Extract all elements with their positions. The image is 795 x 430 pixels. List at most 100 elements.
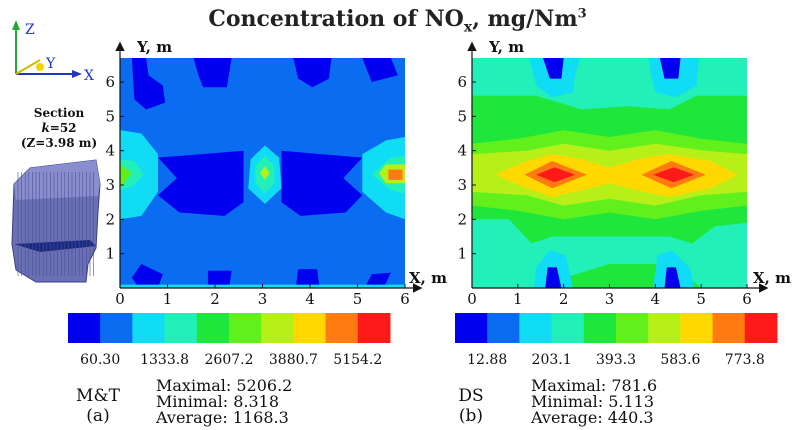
colorbar-cell [680, 313, 714, 343]
colorbar-cell [487, 313, 520, 343]
colorbar-label: 2607.2 [205, 352, 254, 368]
x-tick-label: 6 [742, 290, 752, 308]
colorbar-cell [455, 313, 488, 343]
panel-a-colorbar: 60.30 1333.8 2607.2 3880.7 5154.2 [68, 313, 391, 368]
contour-region [362, 58, 398, 82]
panel-b-contours [472, 58, 747, 288]
panel-a-letter: (a) [86, 406, 110, 426]
section-caption: Section k=52 (Z=3.98 m) [16, 106, 102, 151]
contour-region [120, 159, 144, 191]
panel-b-ticks: 0 1 2 3 4 5 6 1 2 3 4 5 6 [457, 73, 751, 308]
x-tick-label: 1 [163, 290, 173, 308]
figure-title: Concentration of NOx, mg/Nm3 [208, 6, 587, 36]
panel-a-average: Average: 1168.3 [156, 408, 289, 427]
y-axis-arrow [15, 59, 41, 75]
contour-region [193, 58, 232, 88]
z-arrowhead-icon [12, 20, 20, 30]
colorbar-cell [68, 313, 101, 343]
x-axis-label: X [84, 68, 94, 84]
colorbar-label: 203.1 [532, 352, 572, 368]
x-tick-label: 1 [513, 290, 523, 308]
x-tick-label: 0 [467, 290, 477, 308]
panel-b-stats: Maximal: 781.6 Minimal: 5.113 Average: 4… [531, 378, 657, 426]
section-height: (Z=3.98 m) [20, 136, 98, 150]
colorbar-cell [100, 313, 133, 343]
section-index: k=52 [41, 121, 77, 135]
y-tick-label: 5 [105, 107, 115, 125]
colorbar-cell [648, 313, 681, 343]
contour-region [364, 272, 391, 288]
contour-region [545, 267, 562, 288]
panel-b-colorbar: 12.88 203.1 393.3 583.6 773.8 [455, 313, 778, 368]
colorbar-label: 1333.8 [140, 352, 189, 368]
colorbar-cell [196, 313, 230, 343]
colorbar-cell [132, 313, 166, 343]
contour-region [295, 269, 320, 288]
colorbar-label: 3880.7 [269, 352, 318, 368]
colorbar-label: 393.3 [596, 352, 636, 368]
panel-b-heatmap: Y, m X, m 0 1 2 3 4 5 6 1 2 3 4 5 6 [457, 38, 791, 308]
panel-a-heatmap: Y, m X, m 0 1 2 3 4 5 6 1 2 3 4 5 6 [105, 38, 447, 308]
y-tick-label: 1 [105, 245, 115, 263]
colorbar-cell [293, 313, 327, 343]
colorbar-cell [583, 313, 617, 343]
furnace-top-face [14, 160, 100, 200]
contour-region [131, 264, 163, 288]
y-tick-label: 3 [457, 176, 467, 194]
colorbar-label: 60.30 [80, 352, 120, 368]
colorbar-cell [229, 313, 262, 343]
colorbar-cell [164, 313, 198, 343]
panel-a-maximal: Maximal: 5206.2 [156, 376, 293, 395]
contour-region [653, 167, 695, 183]
panel-a-xlabel: X, m [409, 269, 447, 287]
contour-region [158, 150, 244, 216]
panel-a-identifier: M&T (a) [68, 386, 128, 426]
colorbar-cell [519, 313, 553, 343]
colorbar-cell [616, 313, 649, 343]
furnace-section-illustration [11, 159, 101, 283]
contour-region [664, 267, 681, 288]
y-tick-label: 6 [105, 73, 115, 91]
x-tick-label: 2 [210, 290, 220, 308]
contour-region [543, 58, 564, 79]
panel-b-method: DS [458, 386, 484, 406]
colorbar-cell [744, 313, 778, 343]
furnace-mesh-lines [17, 172, 94, 276]
colorbar-cell [551, 313, 585, 343]
panel-b-ylabel: Y, m [488, 38, 524, 56]
panel-a-method: M&T [76, 386, 120, 406]
y-tick-label: 1 [457, 245, 467, 263]
x-tick-label: 6 [400, 290, 410, 308]
x-tick-label: 5 [696, 290, 706, 308]
y-tick-label: 3 [105, 176, 115, 194]
z-axis-label: Z [25, 22, 35, 38]
panel-b-identifier: DS (b) [446, 386, 496, 426]
y-axis-label: Y [45, 56, 56, 72]
x-tick-label: 4 [651, 290, 661, 308]
contour-region [388, 169, 403, 180]
x-tick-label: 5 [353, 290, 363, 308]
colorbar-cell [712, 313, 746, 343]
x-tick-label: 0 [115, 290, 125, 308]
panel-a-ylabel: Y, m [136, 38, 172, 56]
x-tick-label: 3 [605, 290, 615, 308]
panel-a-ticks: 0 1 2 3 4 5 6 1 2 3 4 5 6 [105, 73, 409, 308]
x-arrowhead-icon [72, 70, 82, 78]
y-tick-label: 2 [457, 210, 467, 228]
contour-region [293, 58, 332, 88]
panel-a-contours [120, 58, 405, 288]
panel-b-average: Average: 440.3 [531, 408, 654, 427]
y-tick-label: 4 [457, 142, 467, 160]
contour-region [207, 270, 232, 288]
x-tick-label: 2 [559, 290, 569, 308]
axes-orientation-indicator: Z Y X [12, 20, 94, 84]
colorbar-label: 773.8 [725, 352, 765, 368]
panel-a-minimal: Minimal: 8.318 [156, 392, 280, 411]
y-tick-label: 6 [457, 73, 467, 91]
panel-b-xlabel: X, m [753, 269, 791, 287]
y-tick-label: 4 [105, 142, 115, 160]
panel-b-letter: (b) [458, 406, 484, 426]
x-tick-label: 3 [258, 290, 268, 308]
contour-region [260, 166, 270, 180]
colorbar-cell [261, 313, 294, 343]
